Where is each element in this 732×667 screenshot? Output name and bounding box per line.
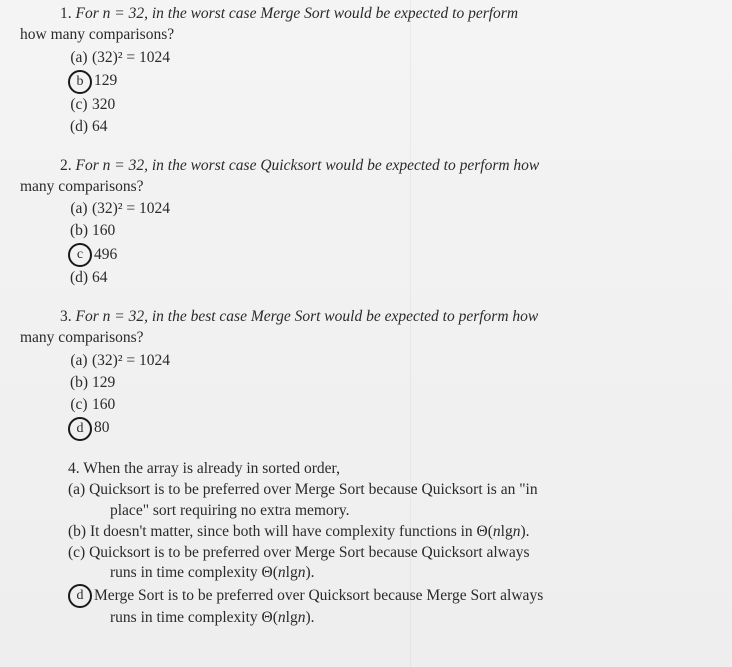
question-4-stem: 4. When the array is already in sorted o…: [68, 459, 722, 480]
marker-4d: d: [68, 584, 92, 608]
text-2d: 64: [92, 268, 108, 289]
text-4d-line1: Merge Sort is to be preferred over Quick…: [94, 586, 543, 607]
text-2b: 160: [92, 221, 115, 242]
question-3-choices: (a) (32)² = 1024 (b) 129 (c) 160 d 80: [68, 351, 722, 441]
choice-3b: (b) 129: [68, 373, 722, 394]
choice-4b: (b) It doesn't matter, since both will h…: [68, 522, 722, 543]
choice-1b: b 129: [68, 70, 722, 94]
choice-2b: (b) 160: [68, 221, 722, 242]
question-3: 3. For n = 32, in the best case Merge So…: [10, 307, 722, 441]
choice-2a: (a) (32)² = 1024: [68, 199, 722, 220]
marker-3b: (b): [68, 373, 90, 393]
question-2-stem: 2. For n = 32, in the worst case Quickso…: [10, 156, 722, 198]
text-4a-line2: place" sort requiring no extra memory.: [110, 501, 722, 522]
marker-3d: d: [68, 417, 92, 441]
question-2-text2: many comparisons?: [20, 177, 722, 198]
marker-1d: (d): [68, 117, 90, 137]
text-4a-line1: Quicksort is to be preferred over Merge …: [89, 481, 538, 498]
marker-4c: (c): [68, 544, 85, 561]
text-4c-line1: Quicksort is to be preferred over Merge …: [89, 544, 529, 561]
marker-2b: (b): [68, 222, 90, 242]
marker-4a: (a): [68, 481, 85, 498]
question-2-number: 2.: [60, 156, 72, 177]
text-3a: (32)² = 1024: [92, 351, 170, 372]
text-2a: (32)² = 1024: [92, 199, 170, 220]
marker-3c: (c): [68, 395, 90, 415]
choice-2d: (d) 64: [68, 268, 722, 289]
question-1-stem: 1. For n = 32, in the worst case Merge S…: [10, 4, 722, 46]
marker-1b: b: [68, 70, 92, 94]
question-3-stem: 3. For n = 32, in the best case Merge So…: [10, 307, 722, 349]
choice-3a: (a) (32)² = 1024: [68, 351, 722, 372]
question-2-choices: (a) (32)² = 1024 (b) 160 c 496 (d) 64: [68, 199, 722, 289]
question-4-text: When the array is already in sorted orde…: [83, 460, 340, 477]
marker-3a: (a): [68, 352, 90, 372]
fold-line: [410, 0, 411, 667]
choice-3d: d 80: [68, 417, 722, 441]
marker-4b: (b): [68, 523, 86, 540]
question-3-text2: many comparisons?: [20, 328, 722, 349]
question-1-text2: how many comparisons?: [20, 25, 722, 46]
question-1: 1. For n = 32, in the worst case Merge S…: [10, 4, 722, 138]
question-1-number: 1.: [60, 4, 72, 25]
text-3b: 129: [92, 373, 115, 394]
marker-2a: (a): [68, 200, 90, 220]
text-4c-line2: runs in time complexity Θ(nlgn).: [110, 563, 722, 584]
text-4d-line2: runs in time complexity Θ(nlgn).: [110, 608, 722, 629]
text-1c: 320: [92, 95, 115, 116]
question-1-text1: For n = 32, in the worst case Merge Sort…: [76, 5, 519, 22]
text-4b: It doesn't matter, since both will have …: [90, 523, 530, 540]
choice-1a: (a) (32)² = 1024: [68, 48, 722, 69]
choice-3c: (c) 160: [68, 395, 722, 416]
text-1a: (32)² = 1024: [92, 48, 170, 69]
question-1-choices: (a) (32)² = 1024 b 129 (c) 320 (d) 64: [68, 48, 722, 138]
page: 1. For n = 32, in the worst case Merge S…: [0, 0, 732, 667]
choice-1c: (c) 320: [68, 95, 722, 116]
choice-4d: d Merge Sort is to be preferred over Qui…: [68, 584, 722, 608]
text-3c: 160: [92, 395, 115, 416]
text-1b: 129: [94, 71, 117, 92]
question-3-text1: For n = 32, in the best case Merge Sort …: [76, 308, 539, 325]
marker-2d: (d): [68, 269, 90, 289]
marker-1c: (c): [68, 95, 90, 115]
choice-2c: c 496: [68, 243, 722, 267]
text-1d: 64: [92, 117, 108, 138]
marker-1a: (a): [68, 48, 90, 68]
choice-1d: (d) 64: [68, 117, 722, 138]
question-2: 2. For n = 32, in the worst case Quickso…: [10, 156, 722, 290]
choice-4a: (a) Quicksort is to be preferred over Me…: [68, 480, 722, 501]
marker-2c: c: [68, 243, 92, 267]
choice-4c: (c) Quicksort is to be preferred over Me…: [68, 543, 722, 564]
question-2-text1: For n = 32, in the worst case Quicksort …: [76, 157, 540, 174]
question-4-number: 4.: [68, 460, 80, 477]
text-2c: 496: [94, 245, 117, 266]
question-4: 4. When the array is already in sorted o…: [10, 459, 722, 629]
question-3-number: 3.: [60, 307, 72, 328]
text-3d: 80: [94, 418, 110, 439]
